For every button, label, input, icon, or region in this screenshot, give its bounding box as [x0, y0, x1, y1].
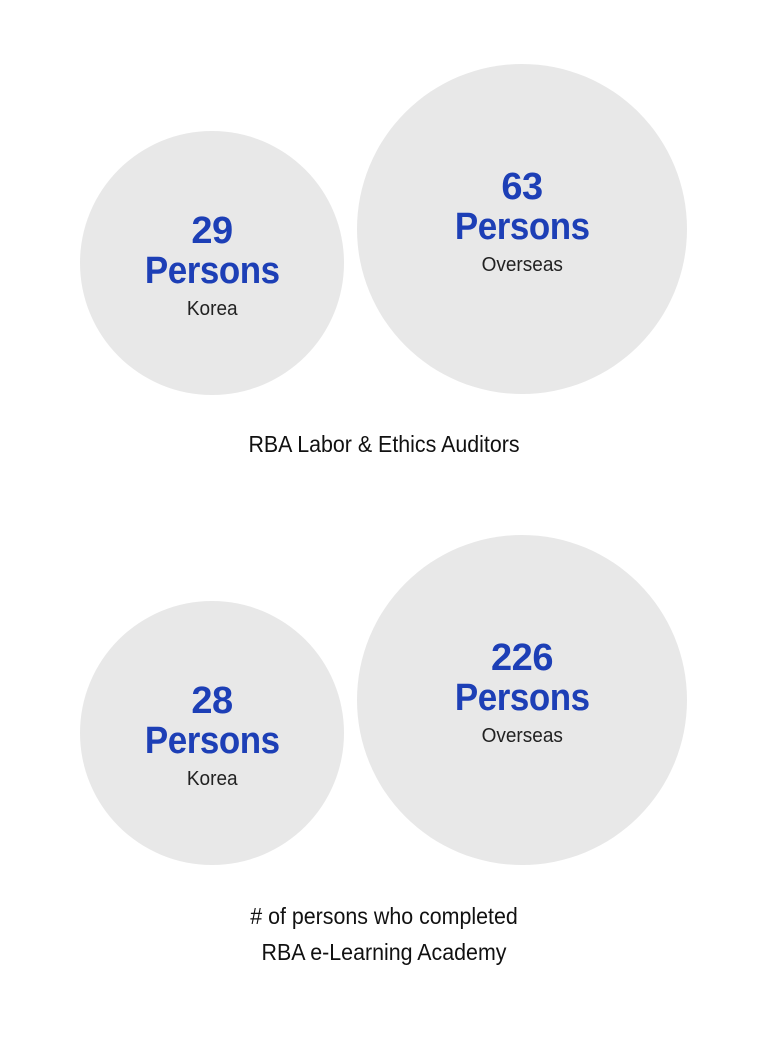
bubble-value: 63	[501, 165, 543, 208]
bubble-category: Korea	[186, 767, 238, 790]
chart-caption-auditors: RBA Labor & Ethics Auditors	[0, 426, 768, 462]
bubble-category: Overseas	[481, 253, 563, 276]
bubble-unit: Persons	[144, 719, 280, 762]
bubble-category: Korea	[186, 297, 238, 320]
chart-caption-elearning: # of persons who completed RBA e-Learnin…	[0, 898, 768, 970]
bubble-unit: Persons	[454, 205, 590, 248]
bubble-category: Overseas	[481, 724, 563, 747]
bubble-value: 226	[491, 636, 553, 679]
bubble-value: 28	[191, 679, 233, 722]
bubble-overseas-elearning: 226 Persons Overseas	[357, 535, 687, 865]
bubble-korea-elearning: 28 Persons Korea	[80, 601, 344, 865]
caption-line: RBA e-Learning Academy	[261, 939, 507, 965]
bubble-unit: Persons	[144, 249, 280, 292]
bubble-value: 29	[191, 209, 233, 252]
caption-line: # of persons who completed	[250, 903, 518, 929]
bubble-unit: Persons	[454, 676, 590, 719]
bubble-korea-auditors: 29 Persons Korea	[80, 131, 344, 395]
bubble-overseas-auditors: 63 Persons Overseas	[357, 64, 687, 394]
caption-line: RBA Labor & Ethics Auditors	[248, 431, 520, 457]
